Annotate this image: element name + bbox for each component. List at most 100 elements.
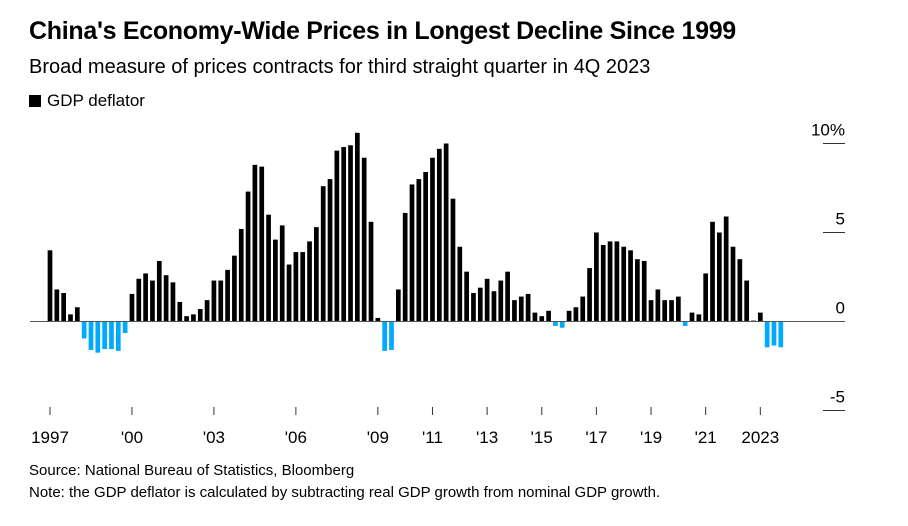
bar (232, 255, 237, 322)
bar (218, 280, 224, 322)
x-tick-label: '19 (640, 428, 662, 447)
bar (355, 132, 360, 322)
bar (587, 268, 592, 322)
bar (136, 278, 142, 322)
bar (61, 293, 67, 322)
bar (416, 179, 422, 322)
bar (102, 321, 107, 350)
legend-swatch (29, 95, 41, 107)
bar (594, 232, 599, 322)
bar (512, 300, 517, 322)
bar (682, 321, 688, 326)
bar (156, 260, 162, 322)
bar (648, 300, 654, 322)
bar (211, 280, 217, 322)
bar (54, 289, 60, 322)
bar (621, 246, 627, 322)
chart-title: China's Economy-Wide Prices in Longest D… (29, 17, 736, 45)
bar (676, 296, 681, 322)
bar (395, 289, 401, 322)
bar (314, 227, 319, 322)
bar (68, 314, 73, 322)
bar (375, 317, 381, 322)
note-text: Note: the GDP deflator is calculated by … (29, 484, 661, 501)
bar (163, 275, 169, 322)
bar (279, 225, 285, 322)
bar (628, 250, 633, 322)
bar (436, 148, 442, 322)
bar (498, 280, 504, 322)
bar (443, 143, 449, 322)
bar (491, 291, 497, 322)
x-tick-label: '21 (695, 428, 717, 447)
bar (361, 157, 367, 322)
bar (655, 289, 661, 322)
source-text: Source: National Bureau of Statistics, B… (29, 462, 355, 479)
bar (525, 293, 531, 322)
bar (225, 269, 230, 322)
bar (307, 241, 312, 322)
x-tick-label: '00 (121, 428, 143, 447)
x-tick-label: '03 (203, 428, 225, 447)
bar (607, 241, 613, 322)
bar (471, 293, 476, 322)
bar (518, 296, 524, 322)
bar (669, 300, 674, 322)
bar (771, 321, 777, 346)
y-tick-label: 5 (836, 210, 845, 229)
bar (286, 264, 292, 322)
x-tick-label: '15 (531, 428, 553, 447)
bar (348, 145, 353, 322)
bar (546, 310, 551, 322)
bar (600, 244, 606, 322)
x-tick-label: '06 (285, 428, 307, 447)
bar (423, 171, 428, 322)
x-tick-label: '11 (422, 428, 443, 447)
bar (764, 321, 770, 348)
bar (573, 307, 579, 322)
bar (382, 321, 388, 351)
y-tick-label: -5 (830, 388, 845, 407)
bar (293, 252, 299, 322)
bar (273, 239, 278, 322)
bar (115, 321, 121, 351)
legend-label: GDP deflator (47, 91, 145, 110)
bar (689, 312, 695, 322)
bar (47, 250, 53, 322)
bar (238, 228, 244, 322)
bar (580, 296, 586, 322)
bar (320, 186, 326, 322)
bar (730, 246, 736, 322)
bar (662, 300, 668, 322)
bar (389, 321, 394, 350)
bar (143, 273, 148, 322)
bar (484, 278, 490, 322)
bar (327, 179, 333, 322)
x-tick-label: '17 (585, 428, 607, 447)
bar (723, 216, 729, 322)
bar (204, 300, 210, 322)
bar (778, 321, 784, 348)
bar (177, 301, 183, 322)
bar (300, 252, 306, 322)
bar (477, 287, 483, 322)
bar (457, 246, 463, 322)
bar (368, 221, 374, 322)
bar (703, 273, 709, 322)
bar (109, 321, 114, 350)
bar (74, 307, 80, 322)
bar (266, 214, 271, 322)
bar (129, 293, 135, 322)
bar (191, 314, 196, 322)
bar (464, 271, 469, 322)
bar (532, 312, 538, 322)
bar (710, 221, 715, 322)
bar (553, 321, 558, 326)
bar (245, 191, 251, 322)
bar (402, 212, 408, 322)
bar (566, 310, 572, 322)
bar (737, 259, 743, 322)
x-tick-label: '09 (367, 428, 389, 447)
y-tick-label: 0 (836, 299, 845, 318)
bar (81, 321, 87, 339)
